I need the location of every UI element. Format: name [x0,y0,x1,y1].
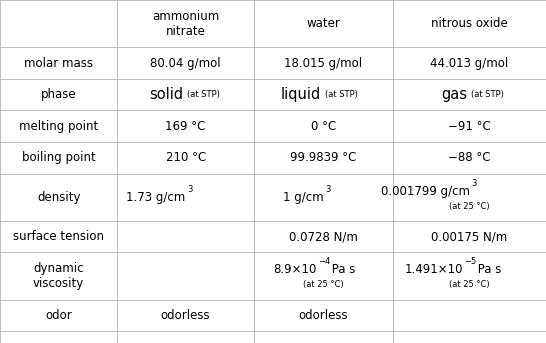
Text: (at 25 °C): (at 25 °C) [449,202,490,211]
Text: Pa s: Pa s [328,262,355,275]
Text: −4: −4 [318,257,330,266]
Text: 0.00175 N/m: 0.00175 N/m [431,230,508,243]
Text: density: density [37,191,80,204]
Text: odorless: odorless [161,309,210,322]
Text: melting point: melting point [19,120,98,133]
Text: 1.73 g/cm: 1.73 g/cm [126,191,186,204]
Text: ammonium
nitrate: ammonium nitrate [152,10,219,38]
Text: (at STP): (at STP) [324,90,358,99]
Text: (at 25 °C): (at 25 °C) [449,280,490,289]
Text: Pa s: Pa s [474,262,501,275]
Text: (at STP): (at STP) [471,90,503,99]
Text: liquid: liquid [281,87,321,102]
Text: gas: gas [441,87,467,102]
Text: 3: 3 [325,185,330,194]
Text: molar mass: molar mass [24,57,93,70]
Text: 80.04 g/mol: 80.04 g/mol [150,57,221,70]
Text: 169 °C: 169 °C [165,120,206,133]
Text: solid: solid [149,87,183,102]
Text: 0.001799 g/cm: 0.001799 g/cm [381,185,470,198]
Text: 44.013 g/mol: 44.013 g/mol [430,57,509,70]
Text: 1 g/cm: 1 g/cm [283,191,323,204]
Text: 3: 3 [471,179,477,188]
Text: 210 °C: 210 °C [165,151,206,164]
Text: (at 25 °C): (at 25 °C) [303,280,344,289]
Text: 0 °C: 0 °C [311,120,336,133]
Text: nitrous oxide: nitrous oxide [431,17,508,30]
Text: phase: phase [41,88,76,101]
Text: 8.9×10: 8.9×10 [274,262,317,275]
Text: 99.9839 °C: 99.9839 °C [290,151,357,164]
Text: odorless: odorless [299,309,348,322]
Text: −88 °C: −88 °C [448,151,491,164]
Text: odor: odor [45,309,72,322]
Text: −91 °C: −91 °C [448,120,491,133]
Text: boiling point: boiling point [22,151,96,164]
Text: surface tension: surface tension [13,230,104,243]
Text: water: water [306,17,341,30]
Text: 18.015 g/mol: 18.015 g/mol [284,57,363,70]
Text: dynamic
viscosity: dynamic viscosity [33,262,84,290]
Text: (at STP): (at STP) [187,90,219,99]
Text: 1.491×10: 1.491×10 [405,262,463,275]
Text: −5: −5 [464,257,476,266]
Text: 3: 3 [187,185,193,194]
Text: 0.0728 N/m: 0.0728 N/m [289,230,358,243]
